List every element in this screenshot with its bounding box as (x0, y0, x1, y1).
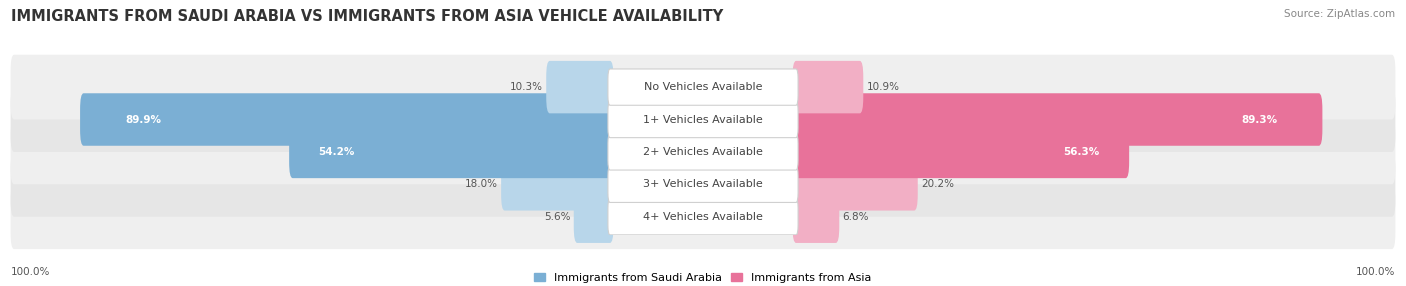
FancyBboxPatch shape (11, 55, 1395, 120)
Text: 1+ Vehicles Available: 1+ Vehicles Available (643, 114, 763, 124)
Text: 5.6%: 5.6% (544, 212, 571, 222)
FancyBboxPatch shape (80, 93, 613, 146)
FancyBboxPatch shape (793, 158, 918, 210)
Text: 89.3%: 89.3% (1241, 114, 1277, 124)
FancyBboxPatch shape (547, 61, 613, 113)
FancyBboxPatch shape (793, 93, 1323, 146)
Text: 100.0%: 100.0% (1355, 267, 1395, 277)
Text: No Vehicles Available: No Vehicles Available (644, 82, 762, 92)
Text: 3+ Vehicles Available: 3+ Vehicles Available (643, 179, 763, 189)
Text: 100.0%: 100.0% (11, 267, 51, 277)
FancyBboxPatch shape (501, 158, 613, 210)
Legend: Immigrants from Saudi Arabia, Immigrants from Asia: Immigrants from Saudi Arabia, Immigrants… (530, 269, 876, 286)
Text: 10.3%: 10.3% (510, 82, 543, 92)
FancyBboxPatch shape (793, 126, 1129, 178)
Text: 89.9%: 89.9% (125, 114, 162, 124)
Text: 10.9%: 10.9% (866, 82, 900, 92)
Text: 56.3%: 56.3% (1063, 147, 1099, 157)
Text: 2+ Vehicles Available: 2+ Vehicles Available (643, 147, 763, 157)
FancyBboxPatch shape (793, 61, 863, 113)
Text: Source: ZipAtlas.com: Source: ZipAtlas.com (1284, 9, 1395, 19)
FancyBboxPatch shape (607, 101, 799, 138)
Text: 6.8%: 6.8% (842, 212, 869, 222)
FancyBboxPatch shape (11, 87, 1395, 152)
FancyBboxPatch shape (607, 166, 799, 202)
FancyBboxPatch shape (11, 184, 1395, 249)
FancyBboxPatch shape (290, 126, 613, 178)
Text: 4+ Vehicles Available: 4+ Vehicles Available (643, 212, 763, 222)
FancyBboxPatch shape (11, 120, 1395, 184)
Text: 20.2%: 20.2% (921, 179, 955, 189)
FancyBboxPatch shape (793, 190, 839, 243)
FancyBboxPatch shape (607, 134, 799, 170)
Text: 54.2%: 54.2% (318, 147, 354, 157)
Text: 18.0%: 18.0% (465, 179, 498, 189)
Text: IMMIGRANTS FROM SAUDI ARABIA VS IMMIGRANTS FROM ASIA VEHICLE AVAILABILITY: IMMIGRANTS FROM SAUDI ARABIA VS IMMIGRAN… (11, 9, 724, 23)
FancyBboxPatch shape (607, 198, 799, 235)
FancyBboxPatch shape (607, 69, 799, 105)
FancyBboxPatch shape (574, 190, 613, 243)
FancyBboxPatch shape (11, 152, 1395, 217)
